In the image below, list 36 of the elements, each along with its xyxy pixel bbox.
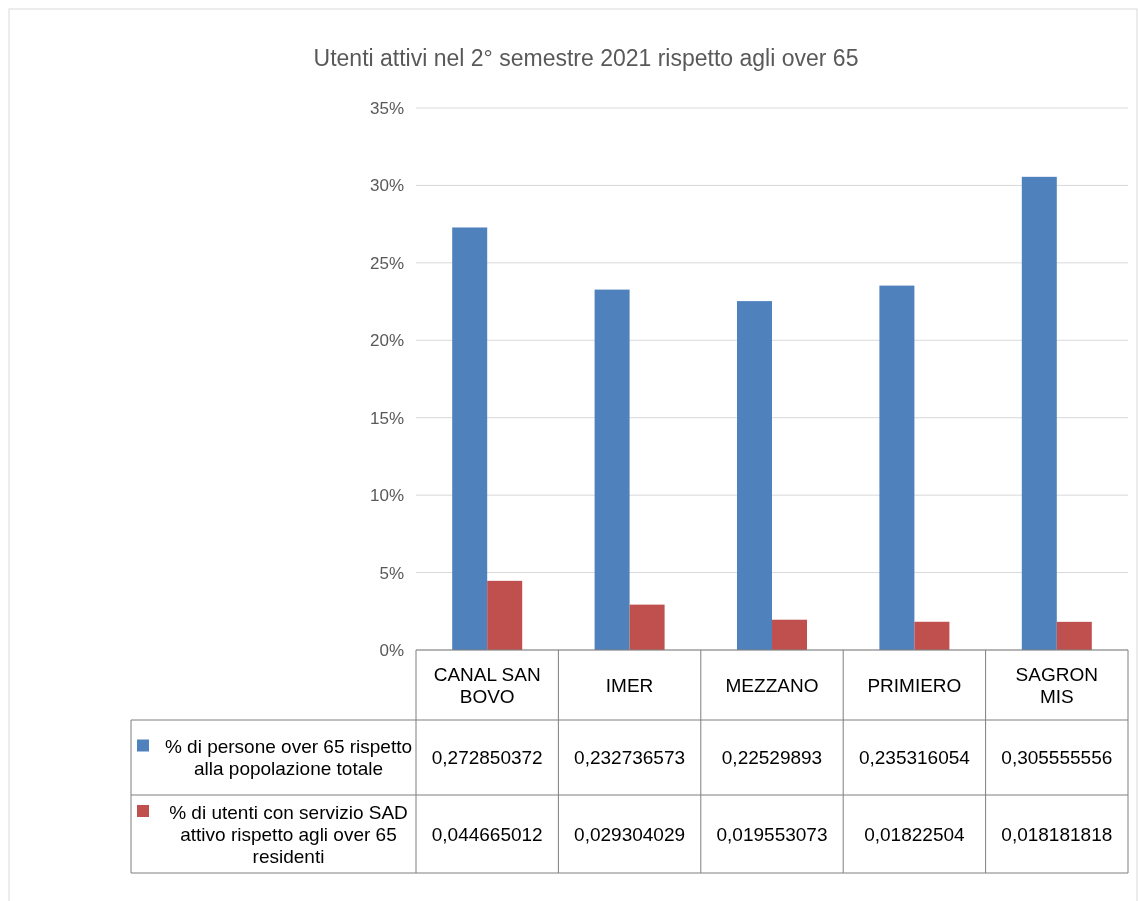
x-tick-label: SAGRON MIS [1015,663,1098,707]
legend-label: % di utenti con servizio SAD attivo rispetto agli over 65 residenti [169,801,408,867]
data-label: 0,044665012 [431,823,543,845]
x-tick-label: MEZZANO [725,674,819,696]
data-label: 0,305555556 [1001,747,1113,769]
y-tick-label: 30% [369,176,404,196]
data-label: 0,22529893 [721,747,823,769]
bar [914,621,950,650]
data-label: 0,01822504 [864,823,966,845]
bar [879,285,915,650]
y-tick-label: 20% [369,331,404,351]
y-tick-label: 10% [369,486,404,506]
x-tick-label: IMER [605,674,654,696]
x-tick-label: CANAL SAN BOVO [433,663,541,707]
bar [629,604,665,650]
bar [594,289,630,650]
bar [772,619,807,650]
chart-title: Utenti attivi nel 2° semestre 2021 rispetto agli over 65 [313,45,859,71]
data-label: 0,232736573 [574,747,686,769]
y-tick-label: 0% [379,640,404,660]
legend-label: % di persone over 65 rispetto alla popolazione totale [164,736,413,780]
data-label: 0,019553073 [716,823,828,845]
bar [452,227,488,650]
data-label: 0,018181818 [1001,823,1113,845]
bar [487,580,523,650]
data-label: 0,029304029 [574,823,686,845]
y-tick-label: 25% [369,253,404,273]
y-tick-label: 5% [379,563,404,583]
bar [737,301,772,650]
y-tick-label: 35% [369,98,404,118]
x-tick-label: PRIMIERO [867,674,962,696]
data-label: 0,235316054 [858,747,971,769]
data-label: 0,272850372 [431,747,543,769]
bar [1056,621,1092,650]
y-tick-label: 15% [369,408,404,428]
bar [1021,176,1057,650]
